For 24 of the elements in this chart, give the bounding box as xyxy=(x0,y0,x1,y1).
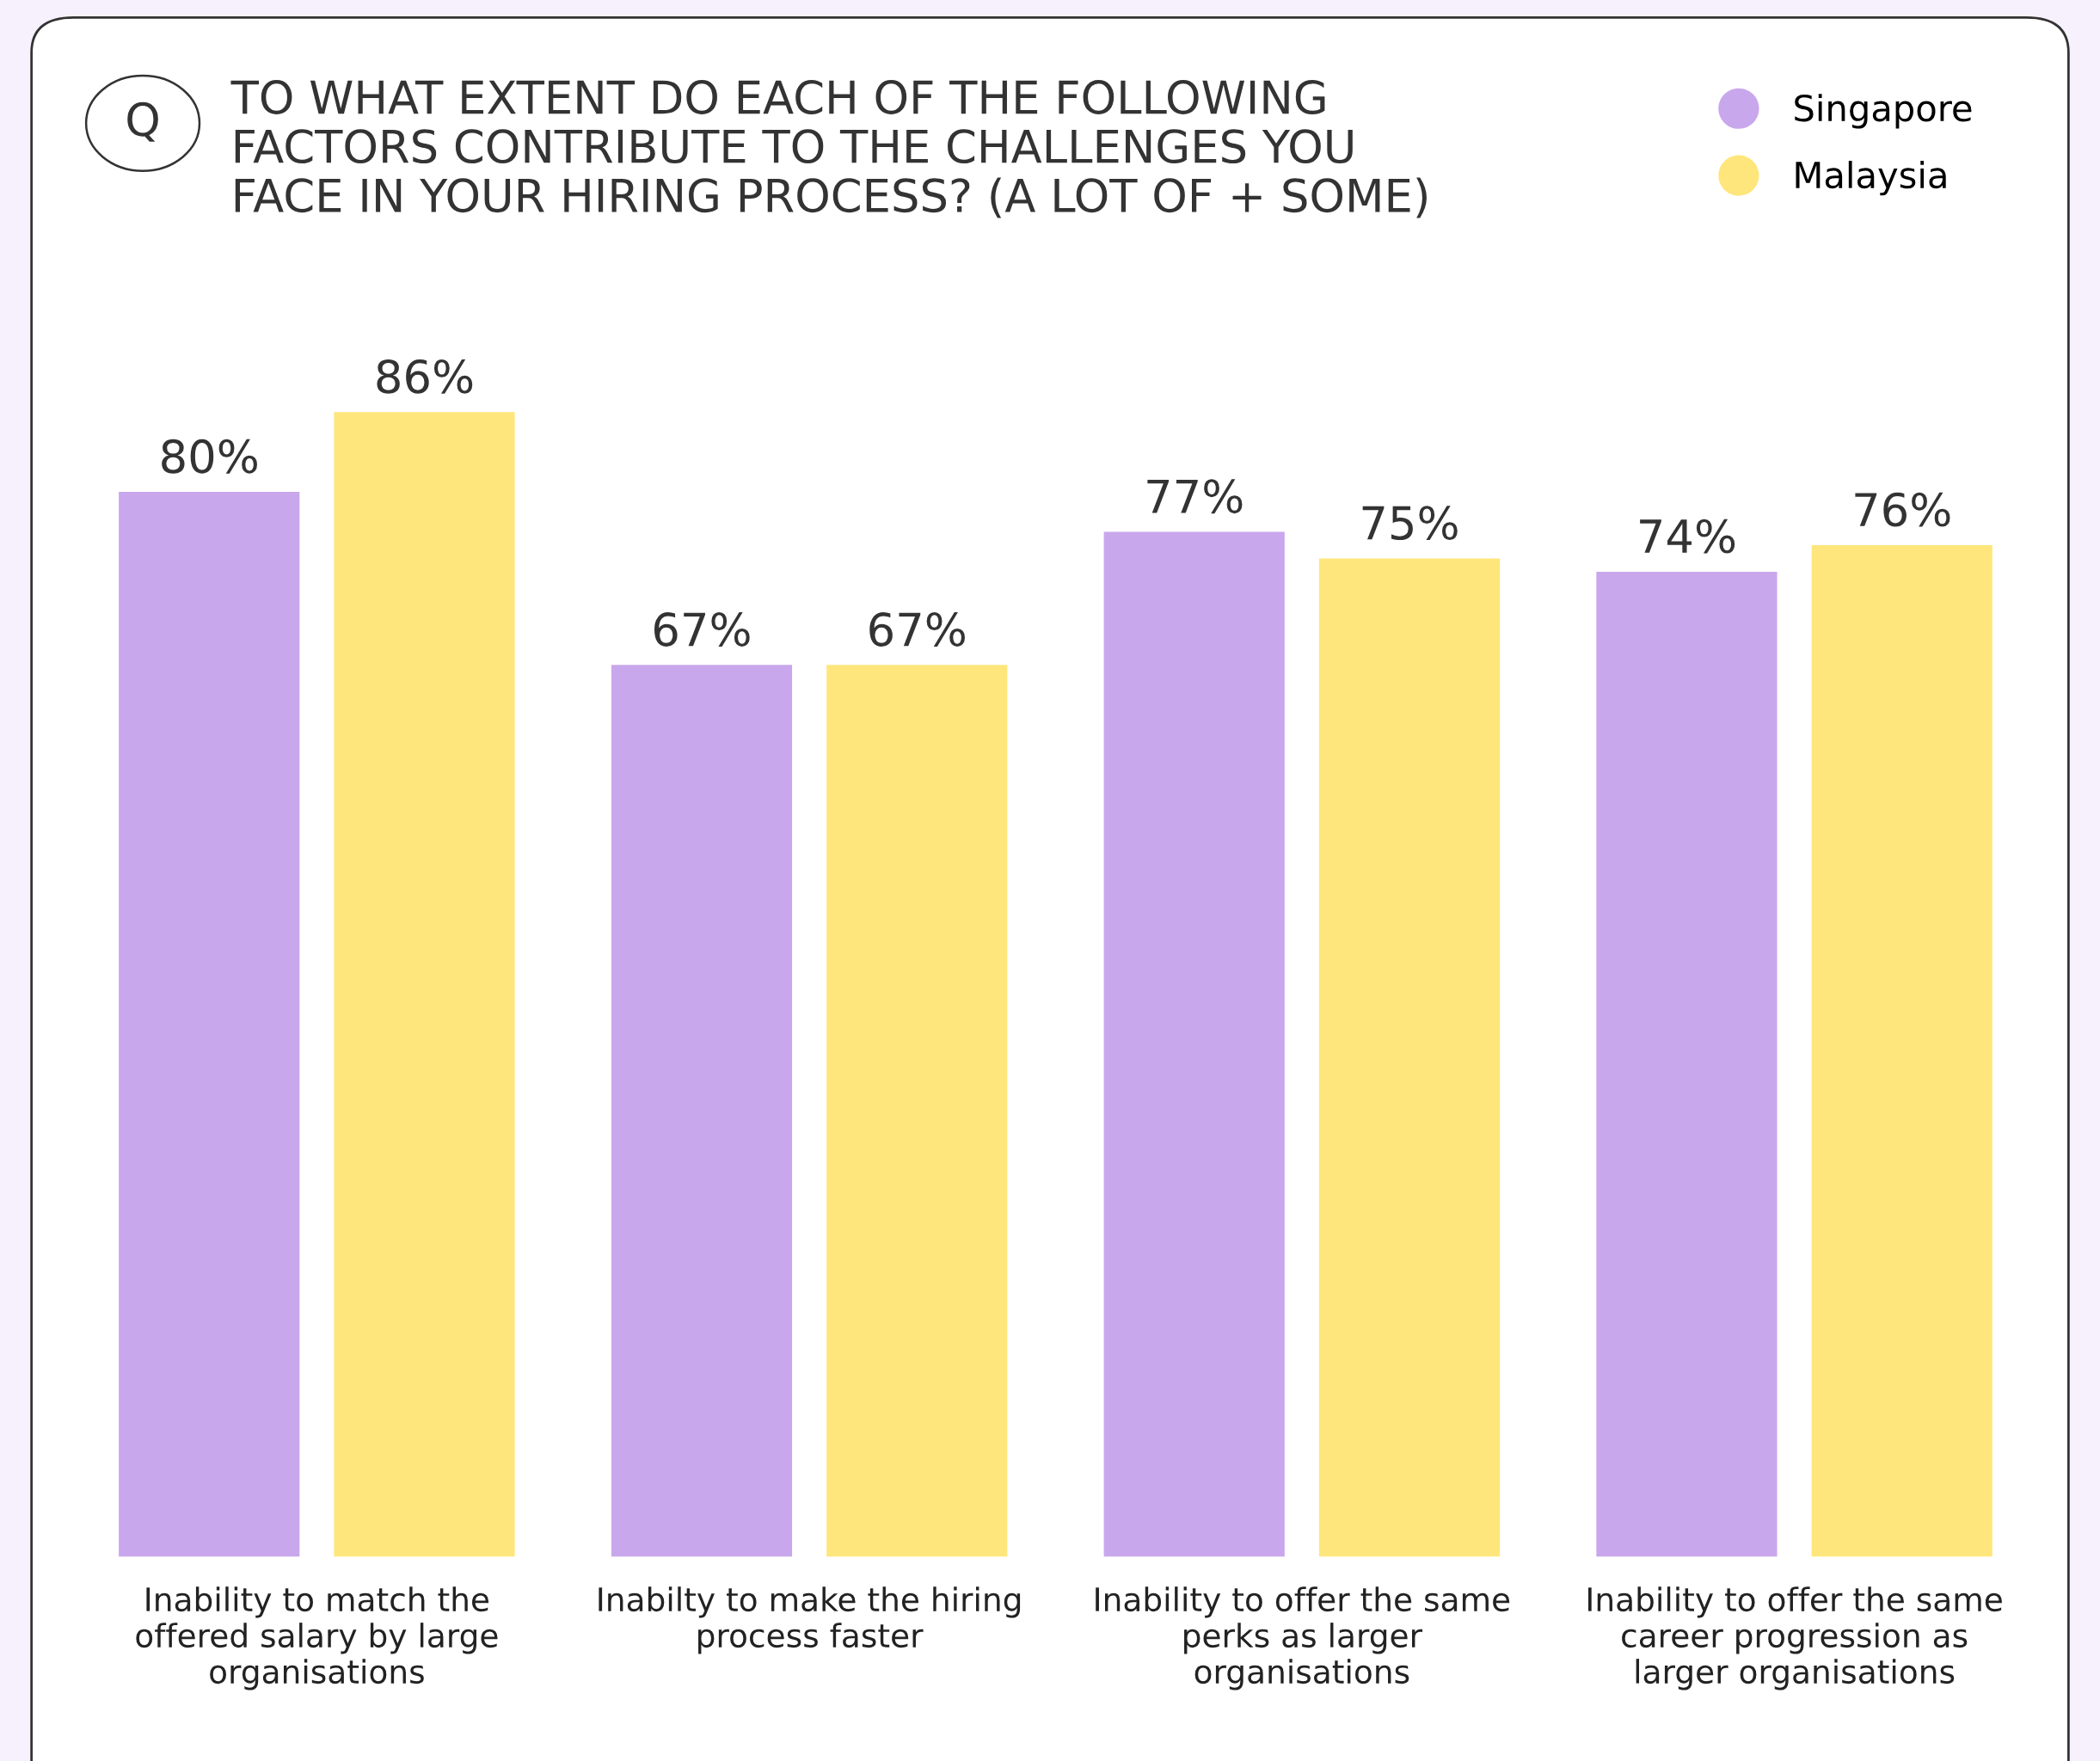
data-label: 67% xyxy=(654,612,750,647)
x-tick-label: Inability to match the offered salary by large organisations xyxy=(136,1586,498,1690)
x-tick-label: Inabilty to make the hiring process faster xyxy=(599,1586,1021,1654)
text: Q xyxy=(127,101,158,142)
x-tick-label: Inability to offer the same perks as larger organisations xyxy=(1096,1586,1510,1690)
legend-label: Singapore xyxy=(1795,94,1972,129)
bar xyxy=(1318,558,1501,1557)
legend-label: Malaysia xyxy=(1796,161,1946,196)
data-label: 86% xyxy=(377,359,473,394)
data-label: 80% xyxy=(162,439,257,474)
data-label: 75% xyxy=(1362,506,1458,541)
bar xyxy=(1811,544,1993,1557)
data-label: 76% xyxy=(1855,492,1950,527)
x-tick-label: Inability to offer the same career progression as larger organisations xyxy=(1587,1586,2002,1690)
data-label: 77% xyxy=(1147,479,1243,514)
chart-title: TO WHAT EXTENT DO EACH OF THE FOLLOWING FACTORS CONTRIBUTE TO THE CHALLENGES YOU FACE IN YOUR HIRING PROCESS? (A LOT OF + SOME) xyxy=(230,80,1427,218)
data-label: 74% xyxy=(1640,518,1735,554)
bar xyxy=(611,665,793,1557)
bar xyxy=(1596,571,1778,1557)
bar xyxy=(119,492,300,1557)
bar xyxy=(1103,531,1285,1557)
bar xyxy=(334,412,515,1557)
data-label: 67% xyxy=(869,612,965,647)
bar xyxy=(826,665,1008,1557)
